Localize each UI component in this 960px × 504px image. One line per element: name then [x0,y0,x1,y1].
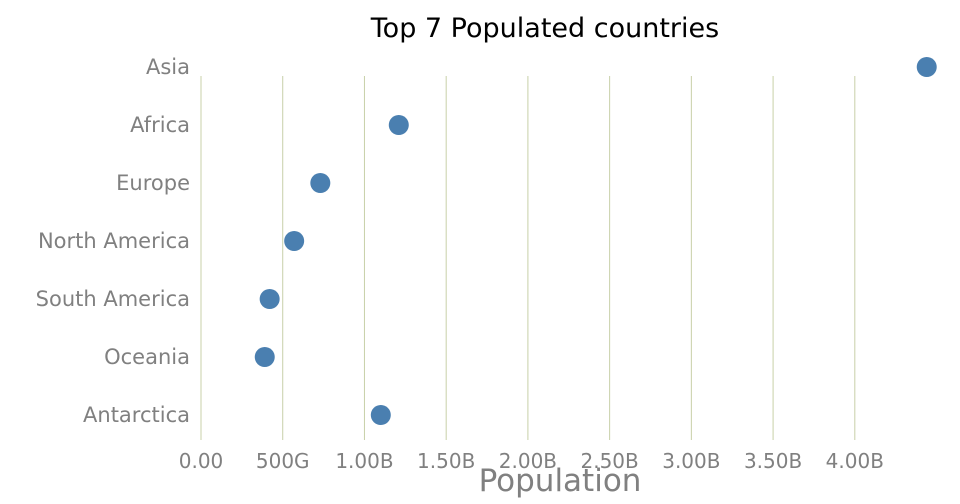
data-point[interactable] [370,405,391,425]
grid-lines [200,76,856,440]
chart-title: Top 7 Populated countries [370,13,719,44]
category-label: South America [36,287,190,311]
data-point[interactable] [259,289,280,309]
x-tick-label: 0.00 [179,449,224,473]
data-point[interactable] [310,173,331,193]
x-tick-label: 2.00B [499,449,557,473]
data-point[interactable] [284,231,305,251]
x-axis-tick-labels: 0.00 500G 1.00B 1.50B 2.00B 2.50B 3.00B 3.50B 4.… [179,449,884,473]
data-point[interactable] [916,57,937,77]
category-label: North America [38,229,190,253]
data-point[interactable] [254,347,275,367]
x-tick-label: 3.50B [744,449,802,473]
data-points [254,57,937,425]
category-label: Oceania [104,345,190,369]
category-label: Asia [146,55,190,79]
category-labels: Asia Africa Europe North America South Ameri… [36,55,190,427]
x-tick-label: 2.50B [580,449,638,473]
x-tick-label: 4.00B [826,449,884,473]
category-label: Antarctica [83,403,190,427]
data-point[interactable] [388,115,409,135]
category-label: Europe [116,171,190,195]
category-label: Africa [130,113,190,137]
x-tick-label: 1.50B [417,449,475,473]
x-tick-label: 3.00B [662,449,720,473]
x-tick-label: 500G [256,449,310,473]
x-tick-label: 1.00B [335,449,393,473]
x-axis-title: Population [479,463,642,499]
